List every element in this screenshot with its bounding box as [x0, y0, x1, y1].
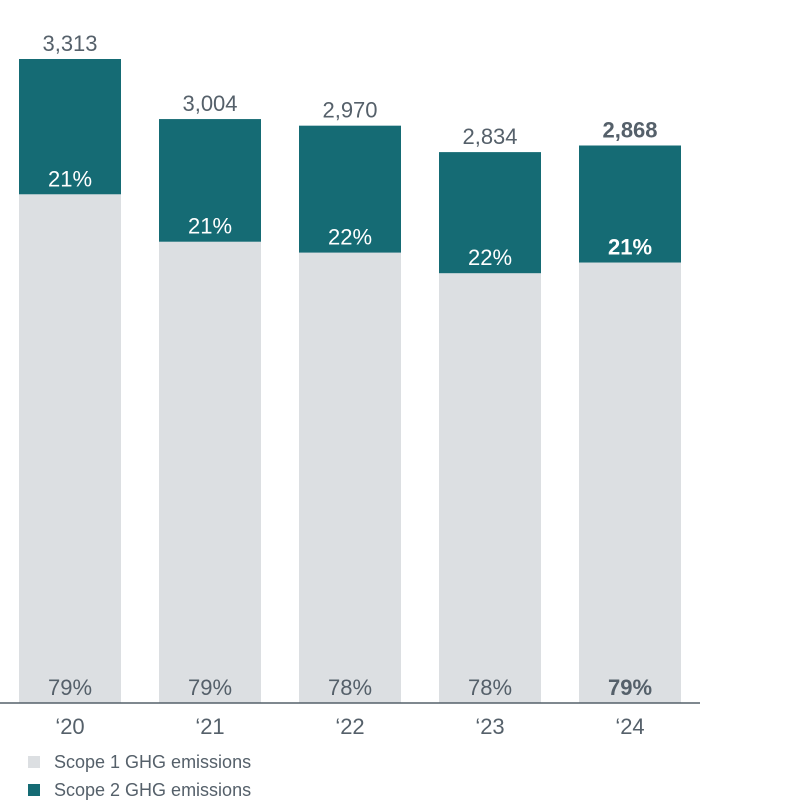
- bar-scope-2: [439, 152, 541, 274]
- legend-item-scope-2: Scope 2 GHG emissions: [28, 776, 251, 804]
- bars-group: [19, 59, 681, 704]
- bar-scope-1: [439, 273, 541, 703]
- scope-1-share-label: 79%: [188, 675, 232, 700]
- legend-item-scope-1: Scope 1 GHG emissions: [28, 748, 251, 776]
- scope-1-share-label: 79%: [48, 675, 92, 700]
- x-tick-label: ‘24: [615, 714, 644, 739]
- bar-scope-2: [299, 125, 401, 253]
- bar-scope-1: [159, 241, 261, 704]
- legend-label-scope-1: Scope 1 GHG emissions: [54, 751, 252, 772]
- bar-scope-2: [19, 59, 121, 195]
- total-label: 3,313: [42, 31, 97, 56]
- total-label: 2,970: [322, 98, 377, 123]
- bar-scope-1: [299, 252, 401, 703]
- bar-scope-2: [579, 145, 681, 263]
- x-tick-label: ‘20: [55, 714, 84, 739]
- labels-group: 3,313 21% 79% 3,004 21% 79% 2,970 22% 78% 2,834 22…: [42, 31, 657, 700]
- legend-swatch-scope-1: [28, 756, 40, 768]
- total-label: 2,834: [462, 124, 517, 149]
- scope-2-share-label: 21%: [48, 166, 92, 191]
- legend-label-scope-2: Scope 2 GHG emissions: [54, 779, 252, 800]
- x-tick-label: ‘23: [475, 714, 504, 739]
- x-tick-labels: ‘20 ‘21 ‘22 ‘23 ‘24: [55, 714, 644, 739]
- scope-1-share-label: 78%: [328, 675, 372, 700]
- x-tick-label: ‘22: [335, 714, 364, 739]
- scope-2-share-label: 21%: [188, 214, 232, 239]
- scope-2-share-label: 22%: [468, 245, 512, 270]
- total-label: 2,868: [602, 118, 657, 143]
- x-tick-label: ‘21: [195, 714, 224, 739]
- legend: Scope 1 GHG emissions Scope 2 GHG emissi…: [28, 748, 251, 804]
- scope-2-share-label: 22%: [328, 225, 372, 250]
- scope-1-share-label: 78%: [468, 675, 512, 700]
- legend-swatch-scope-2: [28, 784, 40, 796]
- scope-2-share-label: 21%: [608, 235, 652, 260]
- bar-scope-1: [579, 262, 681, 703]
- bar-scope-2: [159, 119, 261, 242]
- bar-scope-1: [19, 194, 121, 703]
- total-label: 3,004: [182, 91, 237, 116]
- stacked-bar-chart: 3,313 21% 79% 3,004 21% 79% 2,970 22% 78% 2,834 22…: [0, 31, 700, 739]
- scope-1-share-label: 79%: [608, 675, 652, 700]
